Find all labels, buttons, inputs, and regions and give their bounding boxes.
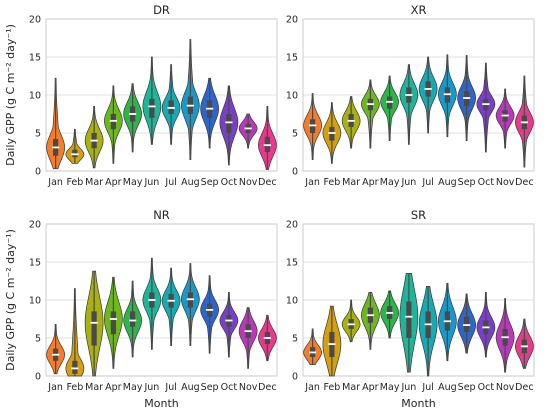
y-tick-label: 10	[286, 91, 298, 102]
x-tick-label: Jul	[421, 382, 433, 393]
x-tick-label: Sep	[458, 177, 476, 188]
plot-frame	[45, 18, 278, 172]
x-tick-label: Jan	[304, 177, 320, 188]
x-tick-label: Dec	[258, 382, 276, 393]
iqr-box-may	[130, 311, 136, 327]
panel-nr: 0 5 10 15 20 NR Daily GPP (g C m⁻² day⁻¹) Month…	[4, 208, 278, 410]
x-tick-label: Dec	[258, 177, 276, 188]
y-tick-label: 0	[35, 372, 41, 383]
plot-frame	[302, 223, 535, 377]
y-tick-label: 0	[292, 167, 298, 178]
plot-frame	[302, 18, 535, 172]
y-tick-label: 10	[29, 296, 41, 307]
x-tick-label: Apr	[105, 382, 122, 393]
x-tick-label: Mar	[342, 177, 360, 188]
x-tick-label: Mar	[342, 382, 360, 393]
y-tick-label: 5	[35, 334, 41, 345]
y-tick-label: 15	[29, 53, 41, 64]
panel-title: NR	[153, 208, 170, 222]
iqr-box-jun	[406, 301, 412, 338]
x-tick-label: Jul	[164, 177, 176, 188]
x-tick-label: Jan	[47, 382, 63, 393]
x-tick-label: Oct	[478, 382, 495, 393]
y-tick-label: 15	[286, 53, 298, 64]
x-tick-label: Feb	[323, 177, 340, 188]
panel-title: XR	[411, 3, 427, 17]
x-tick-label: Sep	[458, 382, 476, 393]
iqr-box-jun	[149, 98, 155, 118]
x-tick-label: Apr	[105, 177, 122, 188]
panel-xr: 0 5 10 15 20 XR Jan Feb Mar Apr May Jun Jul Aug Sep Oct…	[286, 3, 535, 188]
x-tick-label: May	[123, 177, 143, 188]
y-tick-label: 15	[29, 258, 41, 269]
y-tick-label: 5	[35, 129, 41, 140]
plot-frame	[45, 223, 278, 377]
x-axis-label: Month	[401, 397, 436, 410]
x-tick-label: Sep	[201, 382, 219, 393]
y-tick-label: 20	[29, 220, 41, 231]
iqr-box-mar	[91, 311, 97, 346]
x-tick-label: Feb	[323, 382, 340, 393]
x-tick-label: May	[123, 382, 143, 393]
x-tick-label: Aug	[438, 177, 457, 188]
x-tick-label: May	[380, 177, 400, 188]
y-tick-label: 0	[35, 167, 41, 178]
y-tick-label: 20	[286, 15, 298, 26]
x-tick-label: Jul	[164, 382, 176, 393]
x-tick-label: Oct	[221, 382, 238, 393]
x-tick-label: Nov	[496, 177, 515, 188]
x-axis-label: Month	[144, 397, 179, 410]
y-tick-label: 20	[286, 220, 298, 231]
x-tick-label: Jun	[143, 177, 159, 188]
y-tick-label: 20	[29, 15, 41, 26]
iqr-box-feb	[72, 360, 78, 374]
x-tick-label: Jan	[47, 177, 63, 188]
panel-title: DR	[153, 3, 170, 17]
x-tick-label: Jan	[304, 382, 320, 393]
y-tick-label: 10	[29, 91, 41, 102]
x-tick-label: Jun	[143, 382, 159, 393]
x-tick-label: Aug	[181, 382, 200, 393]
iqr-box-apr	[110, 311, 116, 335]
x-tick-label: Oct	[478, 177, 495, 188]
x-tick-label: Apr	[362, 177, 379, 188]
panel-sr: 0 5 10 15 20 SR Month Jan Feb Mar Apr May Jun Jul Aug S…	[286, 208, 535, 410]
x-tick-label: Nov	[239, 177, 258, 188]
y-tick-label: 0	[292, 372, 298, 383]
y-axis-label: Daily GPP (g C m⁻² day⁻¹)	[4, 229, 17, 371]
panel-title: SR	[411, 208, 426, 222]
x-tick-label: Aug	[181, 177, 200, 188]
y-tick-label: 5	[292, 334, 298, 345]
y-tick-label: 10	[286, 296, 298, 307]
x-tick-label: Sep	[201, 177, 219, 188]
x-tick-label: Jul	[421, 177, 433, 188]
x-tick-label: Nov	[496, 382, 515, 393]
x-tick-label: Oct	[221, 177, 238, 188]
x-tick-label: Mar	[85, 177, 103, 188]
x-tick-label: Apr	[362, 382, 379, 393]
x-tick-label: Mar	[85, 382, 103, 393]
y-axis-label: Daily GPP (g C m⁻² day⁻¹)	[4, 24, 17, 166]
iqr-box-oct	[226, 114, 232, 133]
x-tick-label: Nov	[239, 382, 258, 393]
panel-dr: 0 5 10 15 20 DR Daily GPP (g C m⁻² day⁻¹) Jan Fe…	[4, 3, 278, 188]
x-tick-label: Aug	[438, 382, 457, 393]
x-tick-label: Jun	[400, 382, 416, 393]
x-tick-label: Feb	[66, 382, 83, 393]
x-tick-label: May	[380, 382, 400, 393]
y-tick-label: 15	[286, 258, 298, 269]
x-tick-label: Dec	[515, 177, 533, 188]
x-tick-label: Dec	[515, 382, 533, 393]
x-tick-label: Feb	[66, 177, 83, 188]
x-tick-label: Jun	[400, 177, 416, 188]
y-tick-label: 5	[292, 129, 298, 140]
